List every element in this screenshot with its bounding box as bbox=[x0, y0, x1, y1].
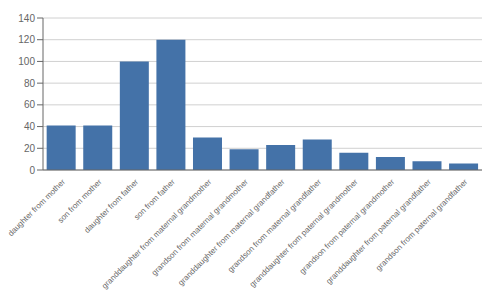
svg-text:80: 80 bbox=[24, 78, 36, 89]
svg-text:60: 60 bbox=[24, 99, 36, 110]
svg-text:daughter from father: daughter from father bbox=[82, 177, 140, 235]
svg-text:100: 100 bbox=[18, 56, 35, 67]
svg-text:son from mother: son from mother bbox=[56, 177, 104, 225]
svg-text:140: 140 bbox=[18, 13, 35, 24]
svg-text:grandson from maternal grandfa: grandson from maternal grandfather bbox=[226, 177, 323, 275]
svg-text:0: 0 bbox=[29, 165, 35, 176]
svg-text:120: 120 bbox=[18, 34, 35, 45]
svg-text:granddaughter from paternal gr: granddaughter from paternal grandmother bbox=[247, 177, 360, 289]
svg-text:granddaughter from maternal gr: granddaughter from maternal grandmother bbox=[100, 177, 214, 291]
svg-text:daughter from mother: daughter from mother bbox=[8, 177, 67, 238]
svg-text:20: 20 bbox=[24, 143, 36, 154]
svg-text:grandson from paternal grandfa: grandson from paternal grandfather bbox=[374, 177, 470, 273]
svg-text:40: 40 bbox=[24, 121, 36, 132]
svg-text:son from father: son from father bbox=[132, 177, 177, 222]
svg-text:granddaughter from paternal gr: granddaughter from paternal grandfather bbox=[324, 177, 433, 286]
svg-text:granddaughter from maternal gr: granddaughter from maternal grandfather bbox=[176, 177, 287, 288]
svg-text:grandson from paternal grandmo: grandson from paternal grandmother bbox=[297, 177, 397, 276]
svg-text:grandson from maternal grandmo: grandson from maternal grandmother bbox=[149, 177, 250, 278]
